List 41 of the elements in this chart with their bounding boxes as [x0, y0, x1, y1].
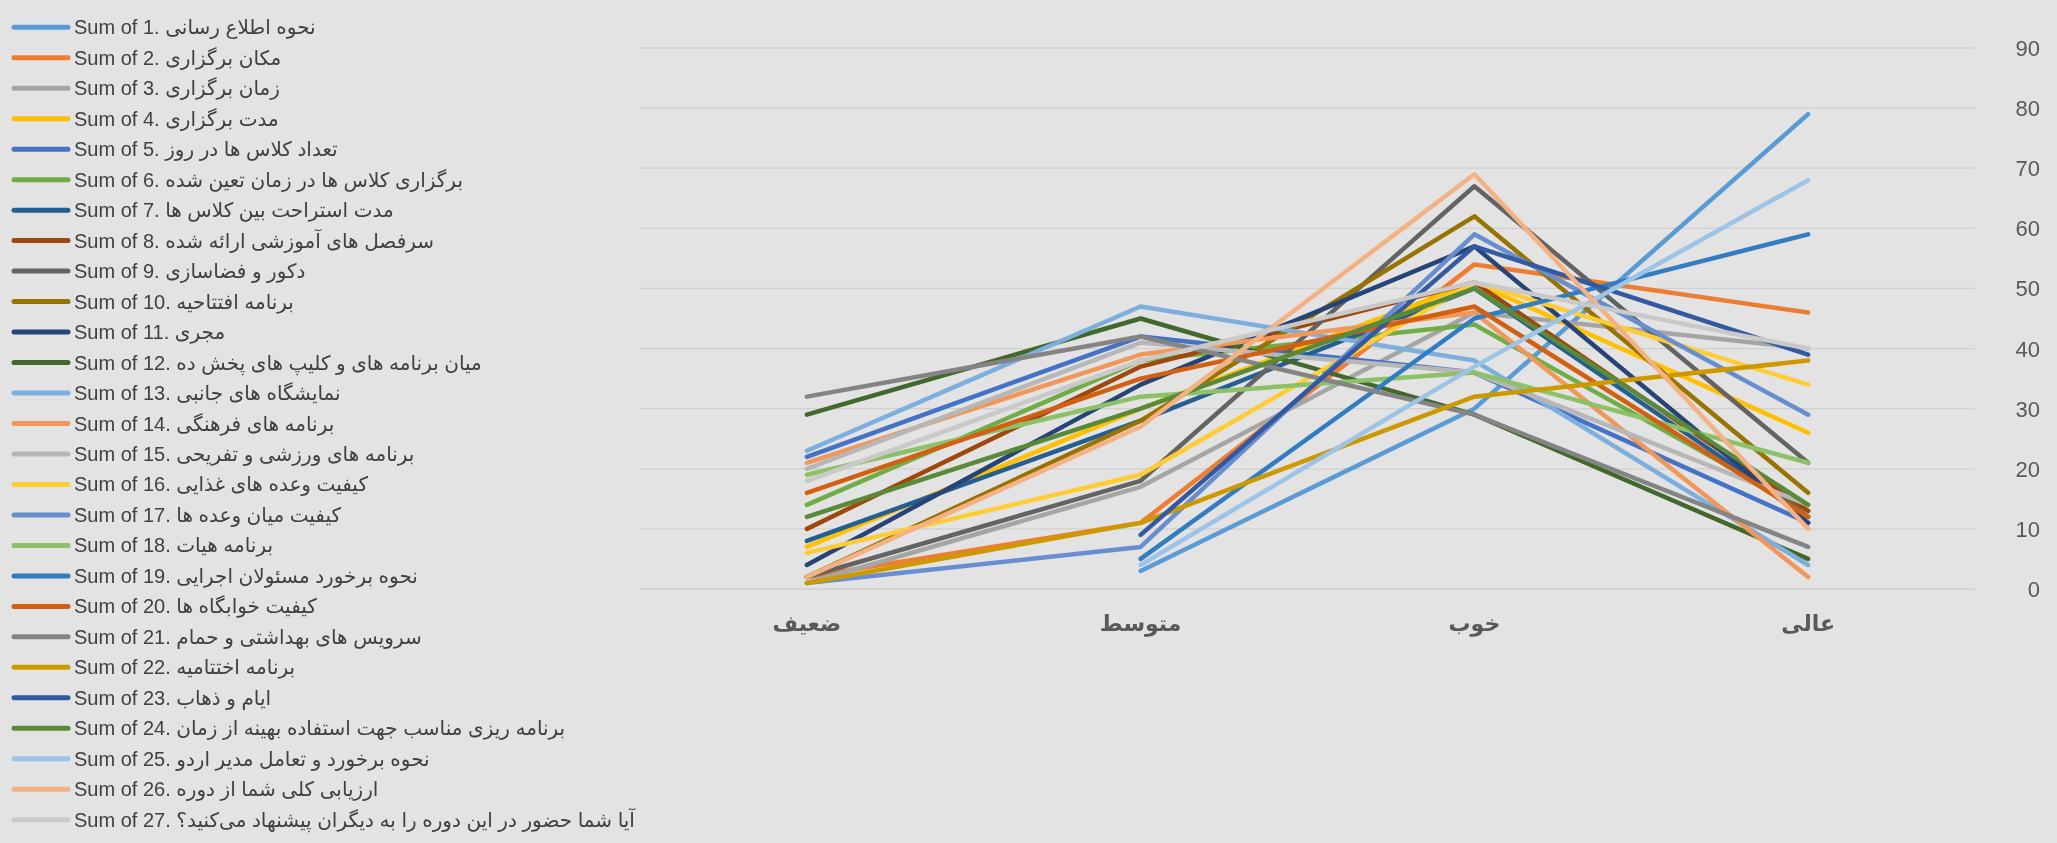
- x-tick-label: عالی: [1781, 611, 1836, 636]
- legend-label: Sum of 27. آیا شما حضور در این دوره را به دیگران پیشنهاد می‌کنید؟: [74, 806, 637, 833]
- legend-label: Sum of 22. برنامه اختتامیه: [74, 656, 296, 680]
- legend-label: Sum of 18. برنامه هیات: [74, 534, 274, 558]
- y-tick-label: 90: [2015, 36, 2040, 61]
- legend-label: Sum of 8. سرفصل های آموزشی ارائه شده: [74, 227, 435, 253]
- legend-label: Sum of 23. ایام و ذهاب: [74, 686, 272, 710]
- legend-label: Sum of 25. نحوه برخورد و تعامل مدیر اردو: [74, 747, 430, 771]
- legend-label: Sum of 17. کیفیت میان وعده ها: [74, 503, 342, 527]
- legend-label: Sum of 14. برنامه های فرهنگی: [74, 412, 335, 436]
- y-tick-label: 60: [2015, 216, 2040, 242]
- legend-label: Sum of 11. مجری: [74, 321, 226, 345]
- legend-label: Sum of 12. میان برنامه های و کلیپ های پخش ده: [74, 351, 482, 376]
- y-tick-label: 30: [2015, 396, 2040, 422]
- y-tick-label: 80: [2015, 96, 2040, 122]
- y-tick-label: 10: [2015, 516, 2040, 542]
- x-tick-label: ضعیف: [772, 611, 842, 636]
- y-tick-label: 20: [2015, 456, 2040, 482]
- legend-label: Sum of 16. کیفیت وعده های غذایی: [74, 473, 369, 497]
- legend-label: Sum of 2. مکان برگزاری: [74, 46, 282, 70]
- legend-label: Sum of 4. مدت برگزاری: [74, 107, 279, 131]
- y-tick-label: 0: [2027, 577, 2040, 602]
- y-tick-label: 70: [2015, 156, 2040, 182]
- legend-label: Sum of 7. مدت استراحت بین کلاس ها: [74, 199, 394, 223]
- x-tick-label: خوب: [1448, 611, 1501, 637]
- legend-label: Sum of 6. برگزاری کلاس ها در زمان تعین شده: [74, 168, 463, 192]
- y-tick-label: 40: [2015, 336, 2040, 362]
- legend-label: Sum of 13. نمایشگاه های جانبی: [74, 382, 341, 405]
- legend-label: Sum of 19. نحوه برخورد مسئولان اجرایی: [74, 564, 418, 588]
- legend-label: Sum of 9. دکور و فضاسازی: [74, 260, 306, 284]
- legend-label: Sum of 1. نحوه اطلاع رسانی: [74, 16, 316, 40]
- legend-label: Sum of 3. زمان برگزاری: [74, 77, 280, 101]
- legend-label: Sum of 5. تعداد کلاس ها در روز: [74, 138, 338, 162]
- y-tick-label: 50: [2015, 276, 2040, 302]
- x-tick-label: متوسط: [1099, 611, 1182, 637]
- legend-label: Sum of 20. کیفیت خوابگاه ها: [74, 595, 318, 619]
- legend-label: Sum of 10. برنامه افتتاحیه: [74, 290, 294, 314]
- legend-label: Sum of 26. ارزیابی کلی شما از دوره: [74, 778, 379, 802]
- legend-label: Sum of 21. سرویس های بهداشتی و حمام: [74, 625, 422, 649]
- legend-label: Sum of 24. برنامه ریزی مناسب جهت استفاده بهینه از زمان: [74, 717, 566, 741]
- legend-label: Sum of 15. برنامه های ورزشی و تفریحی: [74, 442, 415, 466]
